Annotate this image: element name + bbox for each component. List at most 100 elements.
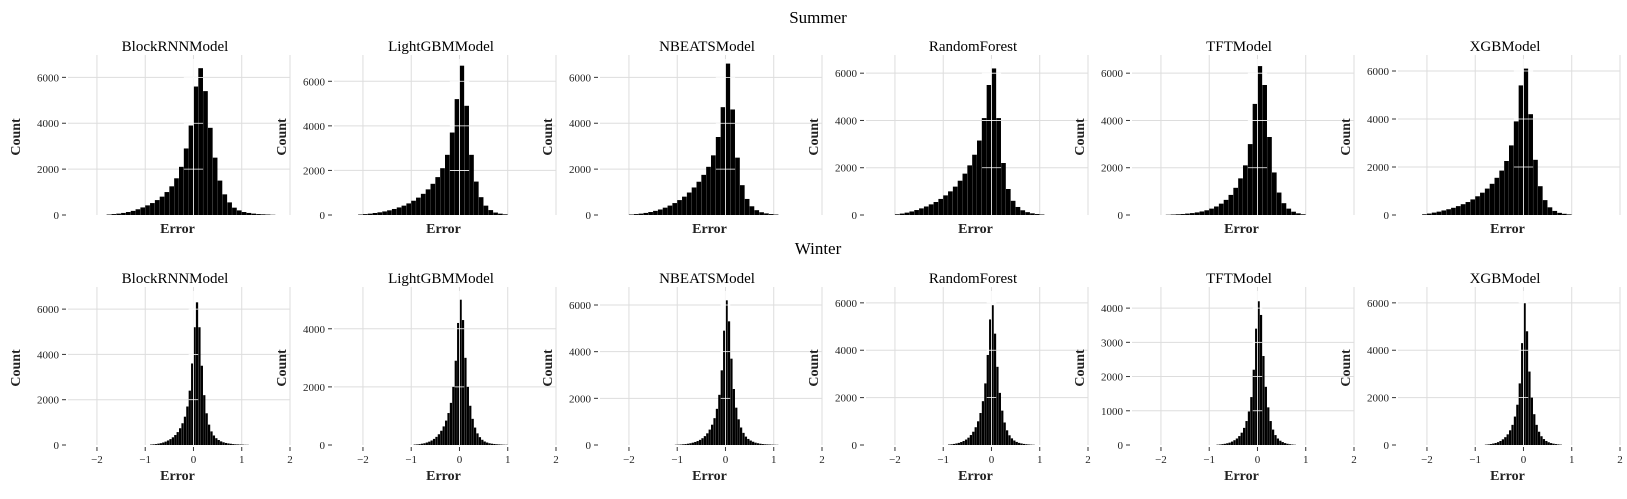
histogram-bar — [998, 392, 1001, 445]
histogram-bar — [459, 299, 462, 445]
x-tick-label: 0 — [1255, 454, 1261, 466]
y-tick-label: 0 — [1384, 210, 1390, 222]
y-tick-label: 4000 — [1367, 114, 1390, 126]
histogram-bar — [694, 441, 697, 445]
histogram-bar — [1005, 430, 1009, 445]
histogram-bar — [1022, 443, 1026, 445]
histogram-bar — [169, 186, 175, 215]
histogram-bar — [1020, 443, 1023, 445]
histogram-bar — [212, 435, 216, 445]
histogram-bar — [222, 442, 225, 445]
x-tick-label: 2 — [1617, 454, 1623, 466]
histogram-bar — [744, 436, 748, 445]
histogram-bar — [445, 420, 448, 445]
histogram-bar — [1020, 210, 1026, 215]
y-tick-label: 4000 — [835, 345, 858, 357]
histogram-bar — [1455, 206, 1461, 215]
histogram-bar — [1209, 208, 1214, 215]
histogram-bar — [711, 424, 714, 445]
histogram-bar — [181, 423, 184, 445]
histogram-bar — [1001, 163, 1006, 215]
histogram-bar — [754, 210, 760, 215]
histogram-bar — [1235, 438, 1239, 445]
x-tick-label: 1 — [1303, 454, 1309, 466]
histogram-bar — [657, 209, 663, 215]
histogram-bar — [130, 210, 136, 215]
histogram-bar — [495, 444, 498, 445]
histogram-bar — [229, 443, 232, 445]
x-tick-label: 1 — [505, 454, 511, 466]
histogram-bar — [1542, 200, 1548, 215]
histogram-bar — [943, 195, 948, 215]
histogram-bar — [486, 442, 489, 445]
histogram-bar — [703, 436, 707, 445]
histogram-bar — [1470, 199, 1476, 215]
histogram-bar — [166, 440, 170, 445]
y-tick-label: 0 — [586, 440, 592, 452]
y-tick-label: 2000 — [37, 164, 60, 176]
y-tick-label: 4000 — [303, 121, 326, 133]
histogram-bar — [1499, 170, 1505, 215]
histogram-bar — [236, 210, 242, 215]
histogram-bar — [993, 333, 997, 445]
histogram-bar — [179, 428, 182, 445]
histogram-bar — [452, 386, 455, 445]
histogram-bar — [154, 200, 160, 215]
histogram-bar — [981, 401, 985, 445]
histogram-bar — [212, 157, 218, 215]
histogram-bar — [727, 321, 731, 445]
x-tick-label: 0 — [191, 454, 197, 466]
histogram-bar — [473, 181, 479, 215]
x-tick-label: 1 — [1569, 454, 1575, 466]
histogram-bar — [1296, 213, 1301, 215]
histogram-bar — [1267, 407, 1270, 445]
histogram-bar — [696, 441, 699, 445]
histogram-bar — [241, 212, 247, 215]
row-title-summer: Summer — [789, 8, 847, 27]
histogram-bar — [720, 107, 726, 215]
x-axis-label: Error — [160, 222, 195, 237]
histogram-bar — [224, 442, 228, 445]
histogram-bar — [1245, 421, 1248, 445]
y-axis-label: Count — [541, 118, 556, 156]
histogram-bar — [696, 181, 702, 215]
histogram-bar — [1552, 210, 1558, 215]
histogram-bar — [643, 212, 649, 215]
histogram-bar — [174, 178, 179, 215]
histogram-bar — [1441, 210, 1447, 215]
histogram-bar — [179, 166, 184, 215]
histogram-bar — [150, 203, 155, 215]
y-axis-label: Count — [1073, 349, 1088, 387]
y-axis-label: Count — [9, 349, 24, 387]
panel-title-winter-nbeatsmodel: NBEATSModel — [659, 271, 755, 287]
histogram-bar — [164, 192, 170, 215]
y-tick-label: 0 — [320, 440, 326, 452]
histogram-bar — [416, 444, 419, 445]
histogram-bar — [464, 357, 467, 445]
histogram-bar — [1252, 103, 1258, 215]
histogram-bar — [159, 443, 162, 445]
histogram-bar — [962, 440, 965, 445]
histogram-bar — [677, 200, 682, 215]
histogram-bar — [1550, 443, 1553, 445]
histogram-bar — [440, 430, 443, 445]
panel-title-summer-blockrnnmodel: BlockRNNModel — [122, 39, 229, 55]
y-tick-label: 0 — [1118, 210, 1124, 222]
x-axis-label: Error — [958, 469, 993, 484]
y-tick-label: 6000 — [835, 68, 858, 80]
histogram-bar — [1240, 432, 1243, 445]
histogram-bar — [1233, 440, 1236, 445]
histogram-bar — [708, 429, 711, 445]
histogram-bar — [418, 444, 421, 445]
histogram-bar — [1185, 213, 1190, 215]
histogram-bar — [186, 406, 189, 445]
y-tick-label: 4000 — [1101, 303, 1124, 315]
histogram-bar — [1509, 145, 1514, 215]
histogram-bar — [232, 207, 237, 215]
histogram-bar — [981, 118, 987, 215]
histogram-bar — [1276, 438, 1280, 445]
histogram-bar — [217, 180, 223, 215]
x-tick-label: −1 — [1203, 454, 1215, 466]
y-axis-label: Count — [1339, 118, 1354, 156]
histogram-bar — [1286, 443, 1289, 445]
